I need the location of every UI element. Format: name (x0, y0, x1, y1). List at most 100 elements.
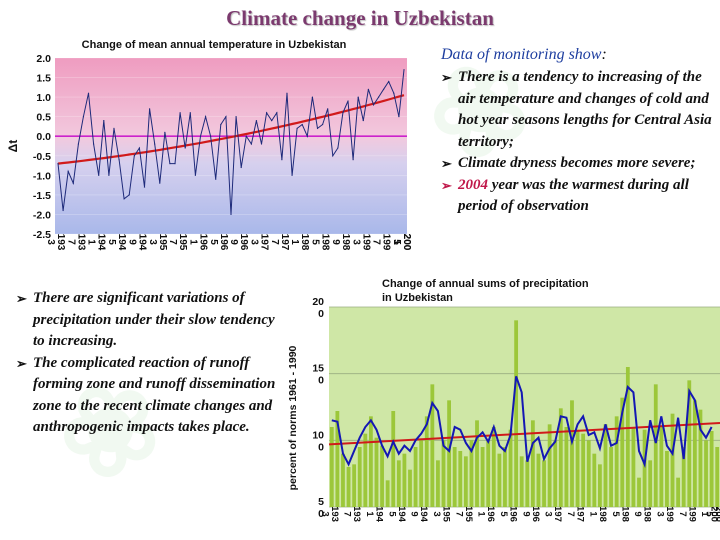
temp-x-tick-label: 1977 (269, 234, 290, 251)
monitor-point-text: Climate dryness becomes more severe; (458, 155, 696, 171)
list-item: ➢ There are significant variations of pre… (16, 288, 278, 353)
temp-x-tick-label: 1937 (65, 234, 86, 251)
precip-x-tick-label: 2001 (699, 506, 720, 522)
temp-point (199, 135, 202, 137)
precip-bar (564, 427, 569, 507)
temp-x-tick-label: 1953 (147, 234, 168, 251)
arrow-bullet-icon: ➢ (16, 355, 27, 371)
temp-point (143, 186, 146, 188)
precip-x-tick-label: 1933 (319, 506, 340, 522)
temp-point (296, 127, 298, 129)
precip-chart-title: Change of annual sums of precipitation (382, 278, 589, 290)
precip-x-tick-label: 1945 (386, 506, 407, 523)
precip-y-tick-label: 10 0 (312, 429, 324, 453)
temp-x-tick-label: 1981 (289, 234, 310, 251)
precip-bar (436, 460, 440, 507)
precip-bar (363, 433, 368, 507)
precip-bar (592, 453, 597, 507)
precip-bar (676, 477, 681, 507)
temp-y-tick-label: -1.0 (33, 170, 51, 182)
precip-x-tick-label: 1937 (342, 506, 363, 522)
precip-bar (469, 440, 474, 507)
temp-y-tick-label: -2.5 (33, 229, 51, 241)
temp-point (103, 119, 105, 122)
precip-bar (402, 453, 407, 507)
precip-x-tick-label: 1977 (565, 506, 586, 522)
temp-y-tick-label: -1.5 (33, 190, 51, 202)
temp-point (62, 209, 64, 212)
precip-bar (463, 456, 468, 507)
precip-bar (715, 447, 720, 507)
precip-point-text: There are significant variations of prec… (33, 290, 275, 349)
temp-y-tick-label: 2.0 (36, 53, 51, 65)
temp-point (301, 123, 303, 126)
temp-x-tick-label: 1993 (350, 234, 371, 251)
precip-bar (346, 467, 351, 507)
temp-x-tick-label: 1985 (310, 234, 331, 251)
temp-point (179, 112, 181, 114)
temp-point (123, 198, 125, 200)
precip-bar (391, 411, 396, 507)
temp-point (367, 88, 369, 90)
precip-bar (614, 416, 619, 507)
precip-bar (709, 431, 714, 507)
precip-x-tick-label: 1953 (431, 506, 452, 523)
temp-x-tick-label: 1945 (106, 234, 127, 251)
precip-x-tick-label: 1961 (476, 506, 497, 522)
precip-bar (458, 451, 463, 507)
precip-bar (631, 427, 636, 507)
monitor-heading-text: Data of monitoring show (441, 46, 602, 63)
precip-bar (357, 447, 362, 507)
temp-point (210, 135, 212, 137)
precip-y-axis-label: percent of norms 1961 - 1990 (287, 345, 299, 490)
precip-bar (514, 320, 519, 507)
precip-bar (419, 440, 424, 507)
precip-x-tick-label: 1965 (498, 506, 519, 522)
temp-x-tick-label: 1957 (167, 234, 188, 251)
slide-title: Climate change in Uzbekistan (226, 6, 494, 30)
list-item: ➢ Climate dryness becomes more severe; (441, 153, 716, 175)
temp-point (72, 182, 74, 184)
precip-x-tick-label: 1997 (677, 506, 698, 522)
temp-y-tick-label: 1.5 (36, 73, 51, 85)
temp-point (316, 127, 319, 129)
precip-bar (424, 416, 429, 507)
temp-point (108, 174, 110, 176)
precip-bar (648, 460, 653, 507)
temp-x-tick-label: 1961 (187, 234, 208, 251)
temp-point (255, 119, 258, 122)
temp-point (362, 119, 364, 122)
temp-point (235, 116, 237, 118)
temp-point (332, 155, 334, 157)
precip-bar (642, 429, 647, 507)
arrow-bullet-icon: ➢ (441, 177, 452, 193)
precip-x-tick-label: 1969 (520, 506, 541, 522)
precip-x-tick-label: 1985 (610, 506, 631, 522)
precip-bar (452, 447, 457, 507)
temp-x-tick-label: 1997 (371, 234, 392, 251)
precip-bar (547, 424, 552, 507)
precip-bar (491, 427, 496, 507)
precip-x-tick-label: 1973 (543, 506, 564, 522)
precip-bar (692, 400, 697, 507)
precip-smoothed-line (331, 375, 713, 469)
precip-bar (408, 469, 412, 507)
precip-bar (530, 420, 535, 507)
temp-trend-line (57, 94, 405, 165)
temp-point (388, 80, 390, 83)
precip-bar (665, 451, 669, 507)
temp-point (93, 143, 95, 145)
temp-y-tick-label: -0.5 (33, 151, 51, 163)
temp-point (286, 92, 288, 94)
precip-bar (586, 440, 591, 507)
temp-point (57, 163, 59, 165)
temp-x-tick-label: 1965 (208, 234, 229, 251)
temp-x-tick-label: 1973 (249, 234, 270, 251)
arrow-bullet-icon: ➢ (16, 291, 27, 306)
precip-bar (413, 447, 418, 507)
temp-y-axis-label: Δt (6, 140, 20, 153)
temp-x-tick-label: 2001 (391, 234, 412, 251)
precip-bar (486, 440, 491, 507)
temp-point (98, 174, 100, 176)
temp-point (154, 143, 156, 145)
